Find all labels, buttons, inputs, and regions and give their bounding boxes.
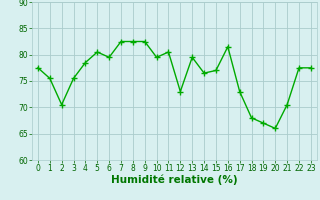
X-axis label: Humidité relative (%): Humidité relative (%) <box>111 175 238 185</box>
